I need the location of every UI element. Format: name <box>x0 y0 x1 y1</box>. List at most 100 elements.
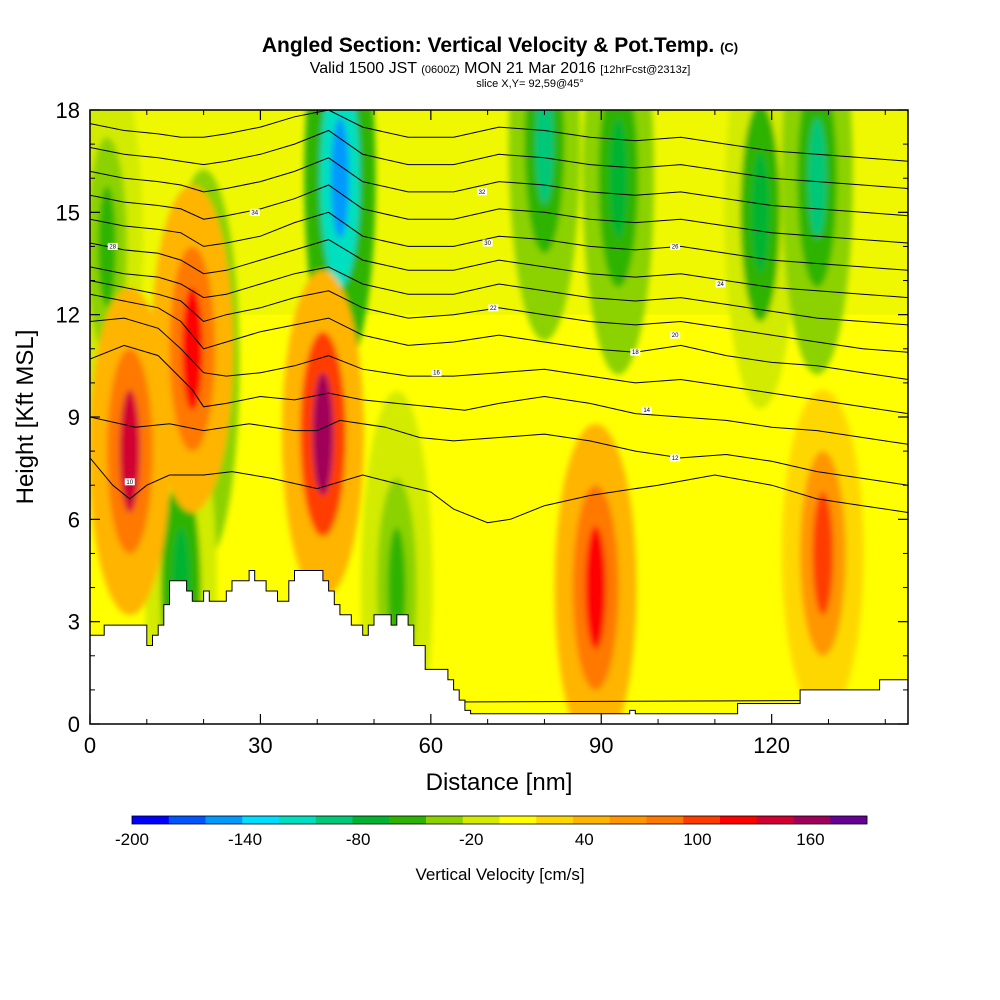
x-tick-label-30: 30 <box>248 733 272 758</box>
colorbar-swatch-6 <box>352 816 390 824</box>
y-tick-label-9: 9 <box>68 405 80 430</box>
colorbar-label--140: -140 <box>228 830 262 849</box>
colorbar-swatch-11 <box>536 816 574 824</box>
theta-contour-20 <box>90 280 908 353</box>
colorbar-label--20: -20 <box>459 830 484 849</box>
colorbar-swatch-12 <box>573 816 611 824</box>
theta-contour-14 <box>90 344 908 445</box>
colorbar-swatch-13 <box>609 816 647 824</box>
colorbar-title: Vertical Velocity [cm/s] <box>415 865 584 884</box>
y-axis-label: Height [Kft MSL] <box>12 330 39 505</box>
colorbar-swatch-5 <box>315 816 353 824</box>
colorbar-swatch-16 <box>720 816 758 824</box>
y-tick-label-3: 3 <box>68 610 80 635</box>
y-tick-label-15: 15 <box>56 200 80 225</box>
theta-label-bg-20 <box>670 331 681 339</box>
chart-title: Angled Section: Vertical Velocity & Pot.… <box>261 34 739 57</box>
theta-label-16: 16 <box>433 371 440 377</box>
colorbar-label--80: -80 <box>346 830 371 849</box>
theta-contour-22 <box>90 266 908 326</box>
theta-contour-34 <box>90 110 908 162</box>
theta-label-bg-22 <box>488 304 499 312</box>
theta-contour-10 <box>90 457 908 524</box>
colorbar-swatch-19 <box>830 816 868 824</box>
theta-contour-16 <box>90 317 908 415</box>
x-tick-label-60: 60 <box>419 733 443 758</box>
theta-label-18: 18 <box>632 350 639 356</box>
colorbar-swatch-3 <box>242 816 280 824</box>
colorbar-label--200: -200 <box>115 830 149 849</box>
colorbar-swatch-14 <box>646 816 684 824</box>
theta-label-bg-14 <box>641 406 652 414</box>
theta-contour-12 <box>90 416 908 486</box>
colorbar-swatch-7 <box>389 816 427 824</box>
theta-label-30: 30 <box>484 241 491 247</box>
colorbar-swatch-17 <box>756 816 794 824</box>
downdraft-core-6 <box>751 152 770 273</box>
theta-label-28: 28 <box>109 244 116 250</box>
colorbar: -200 -140 -80 -20 40 100 160 <box>115 815 868 849</box>
theta-label-24: 24 <box>717 282 724 288</box>
chart-valid-time: Valid 1500 JST (0600Z) MON 21 Mar 2016 [… <box>309 60 691 77</box>
theta-contour-32 <box>90 129 908 189</box>
theta-label-bg-16 <box>431 369 442 377</box>
theta-contours: 10 12 14 16 18 20 22 24 26 28 30 32 34 <box>90 110 908 704</box>
colorbar-swatch-18 <box>793 816 831 824</box>
theta-label-bg-34 <box>249 208 260 216</box>
terrain-mask <box>90 570 908 724</box>
theta-label-22: 22 <box>490 306 497 312</box>
theta-label-26: 26 <box>672 244 679 250</box>
theta-label-12: 12 <box>672 456 679 462</box>
downdraft-core-7 <box>808 118 827 239</box>
theta-label-bg-32 <box>476 188 487 196</box>
theta-contour-24 <box>90 239 908 299</box>
colorbar-swatch-10 <box>499 816 537 824</box>
colorbar-swatch-9 <box>462 816 500 824</box>
theta-label-10: 10 <box>126 480 133 486</box>
y-tick-label-18: 18 <box>56 98 80 123</box>
colorbar-label-40: 40 <box>575 830 594 849</box>
updraft-core-1 <box>182 287 203 411</box>
colorbar-label-160: 160 <box>796 830 824 849</box>
updraft-core-3 <box>585 526 606 649</box>
y-tick-label-6: 6 <box>68 507 80 532</box>
colorbar-swatch-8 <box>426 816 464 824</box>
colorbar-swatch-1 <box>168 816 206 824</box>
colorbar-swatch-2 <box>205 816 243 824</box>
axes: 0 3 6 9 12 15 18 0 30 60 90 120 <box>56 98 908 758</box>
theta-label-bg-26 <box>670 242 681 250</box>
theta-label-bg-12 <box>670 454 681 462</box>
terrain <box>90 570 908 724</box>
theta-label-32: 32 <box>479 190 486 196</box>
updraft-core-0 <box>119 389 140 513</box>
y-tick-label-0: 0 <box>68 712 80 737</box>
theta-label-bg-30 <box>482 239 493 247</box>
y-tick-label-12: 12 <box>56 303 80 328</box>
theta-contour-18 <box>90 293 908 380</box>
theta-label-20: 20 <box>672 333 679 339</box>
theta-label-bg-28 <box>107 242 118 250</box>
theta-label-bg-10 <box>124 478 135 486</box>
updraft-core-4 <box>812 492 834 615</box>
colorbar-swatch-15 <box>683 816 721 824</box>
x-axis-label: Distance [nm] <box>426 769 573 796</box>
colorbar-frame <box>131 815 868 825</box>
colorbar-label-100: 100 <box>683 830 711 849</box>
theta-label-bg-18 <box>630 348 641 356</box>
downdraft-core-0 <box>330 118 349 239</box>
x-tick-label-90: 90 <box>589 733 613 758</box>
theta-contour-30 <box>90 157 908 217</box>
x-tick-label-120: 120 <box>753 733 790 758</box>
theta-label-14: 14 <box>643 408 650 414</box>
downdraft-core-5 <box>609 118 628 239</box>
x-tick-label-0: 0 <box>84 733 96 758</box>
colorbar-swatch-4 <box>279 816 317 824</box>
colorbar-swatch-0 <box>132 816 170 824</box>
theta-label-bg-24 <box>715 280 726 288</box>
theta-contour-28 <box>90 184 908 244</box>
downdraft-core-4 <box>535 110 554 205</box>
chart-slice-info: slice X,Y= 92,59@45° <box>476 78 584 90</box>
theta-label-34: 34 <box>251 210 258 216</box>
